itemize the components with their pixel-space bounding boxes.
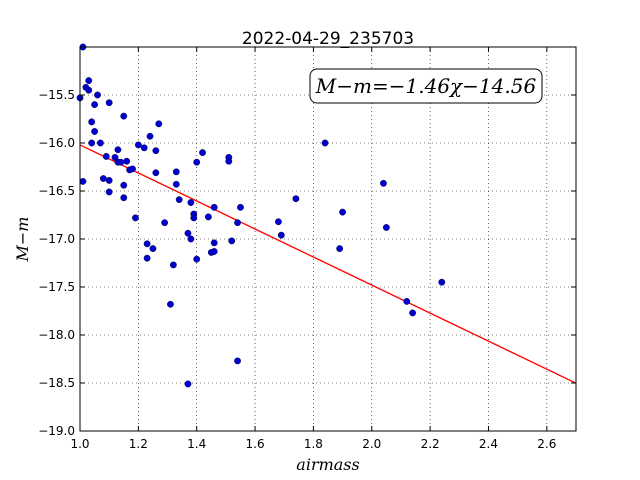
data-point [85, 86, 93, 94]
data-point [277, 231, 285, 239]
data-point [210, 239, 218, 247]
data-point [403, 297, 411, 305]
data-point [175, 196, 183, 204]
data-point [380, 179, 387, 187]
equation-box [309, 68, 543, 104]
data-point [193, 255, 201, 263]
data-point [184, 229, 192, 237]
axis-ticks [79, 47, 576, 432]
x-tick-label: 2.4 [479, 437, 498, 451]
data-points [76, 43, 446, 388]
data-point [161, 219, 169, 227]
data-point [91, 128, 98, 135]
data-point [382, 224, 390, 231]
data-point [172, 180, 180, 188]
data-point [143, 240, 151, 248]
data-point [105, 188, 113, 196]
data-point [274, 218, 282, 226]
x-tick-label: 1.6 [246, 437, 265, 451]
data-point [321, 139, 329, 147]
x-tick-label: 1.8 [304, 437, 323, 451]
x-tick-label: 1.0 [70, 437, 89, 451]
data-point [105, 177, 113, 184]
data-point [140, 144, 148, 152]
x-tick-label: 2.2 [421, 437, 440, 451]
data-point [187, 199, 195, 206]
chart-title: 2022-04-29_235703 [242, 29, 414, 49]
data-point [225, 157, 233, 165]
data-point [129, 165, 136, 173]
y-tick-label: −18.0 [38, 328, 75, 342]
data-point [105, 99, 113, 107]
data-point [120, 181, 128, 189]
data-point [438, 278, 446, 286]
x-tick-labels: 1.0 1.2 1.4 1.6 1.8 2.0 2.2 2.4 2.6 [70, 437, 556, 451]
y-tick-labels: −15.5 −16.0 −16.5 −17.0 −17.5 −18.0 −18.5 −19.0 [38, 88, 75, 438]
data-point [99, 175, 107, 182]
data-point [234, 357, 241, 365]
data-point [187, 235, 195, 243]
data-point [88, 139, 96, 147]
data-point [146, 132, 154, 140]
data-point [169, 261, 177, 269]
x-tick-label: 1.2 [129, 437, 148, 451]
data-point [336, 245, 344, 253]
data-point [134, 141, 142, 149]
y-axis-label: M−m [13, 217, 32, 263]
y-tick-label: −17.5 [38, 280, 75, 294]
data-point [184, 380, 192, 388]
data-point [234, 219, 241, 227]
data-point [97, 139, 104, 147]
y-tick-label: −16.5 [38, 184, 75, 198]
data-point [199, 149, 206, 157]
data-point [190, 214, 198, 222]
data-point [132, 214, 139, 222]
data-point [339, 208, 346, 216]
x-tick-label: 1.4 [187, 437, 206, 451]
y-tick-label: −16.0 [38, 136, 75, 150]
data-point [120, 112, 128, 120]
y-tick-label: −17.0 [38, 232, 75, 246]
data-point [409, 309, 417, 317]
y-tick-label: −19.0 [38, 424, 75, 438]
fit-equation: M−m=−1.46χ−14.56 [315, 74, 537, 98]
data-point [143, 254, 151, 262]
data-point [85, 77, 93, 85]
data-point [117, 158, 125, 166]
data-point [120, 194, 128, 202]
data-point [94, 91, 101, 99]
data-point [292, 195, 300, 203]
fit-line-layer [79, 144, 577, 384]
data-point [167, 300, 174, 308]
fit-line [79, 144, 577, 384]
data-point [155, 120, 163, 128]
x-tick-label: 2.6 [537, 437, 556, 451]
data-point [123, 157, 131, 165]
data-point [210, 203, 218, 211]
y-tick-label: −18.5 [38, 376, 75, 390]
data-point [152, 147, 160, 155]
data-point [91, 101, 98, 109]
data-point [237, 203, 244, 211]
x-tick-label: 2.0 [362, 437, 381, 451]
data-point [79, 177, 87, 185]
data-point [152, 169, 160, 177]
data-point [172, 168, 180, 176]
data-point [228, 237, 236, 245]
data-point [210, 248, 218, 255]
data-point [204, 213, 212, 221]
data-point [114, 146, 122, 154]
data-point [102, 153, 110, 160]
data-point [149, 245, 157, 253]
data-point [88, 118, 96, 126]
y-tick-label: −15.5 [38, 88, 75, 102]
data-point [193, 158, 201, 166]
x-axis-label: airmass [296, 455, 359, 474]
grid-lines [79, 47, 576, 432]
